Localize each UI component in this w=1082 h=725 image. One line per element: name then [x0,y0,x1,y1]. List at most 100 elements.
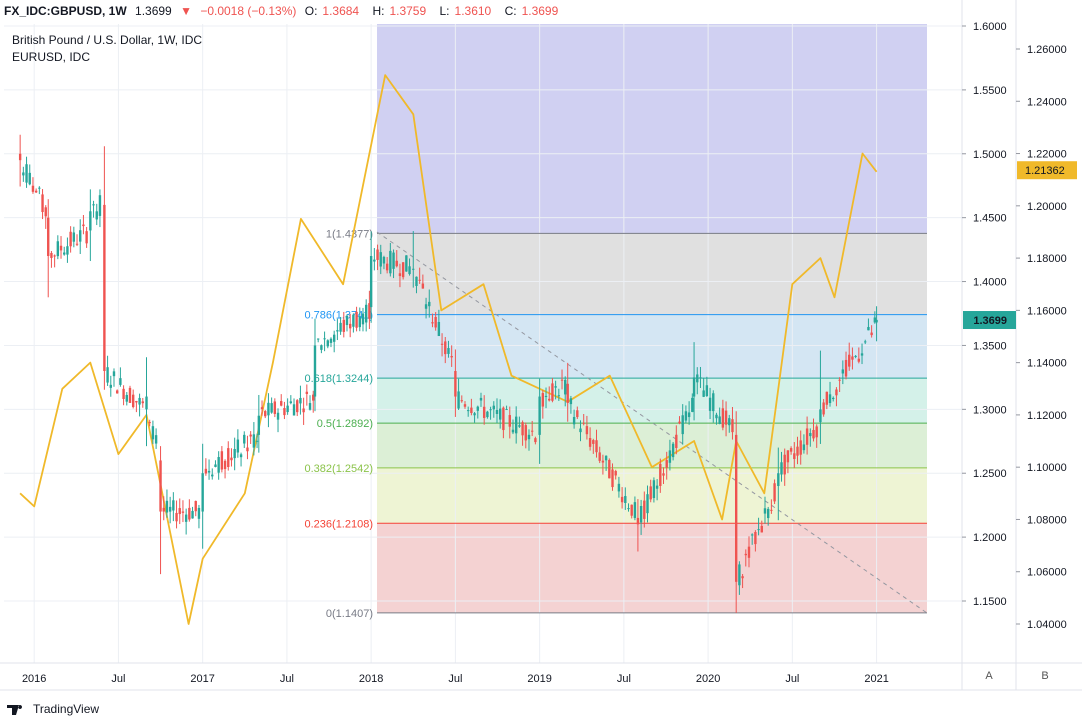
candle [106,355,109,386]
candle [819,350,822,444]
candle-body [844,359,848,377]
candle-body [544,395,548,398]
candle-body [145,396,148,410]
candle [276,408,280,433]
candle-body [662,473,665,476]
candle [264,409,267,419]
candle-body [691,397,694,412]
candle [715,412,718,425]
right-axis-label: 1.16000 [1027,305,1067,317]
open-label: O: [304,4,318,18]
candle [302,397,305,425]
candle [668,439,672,471]
last-price-badge-text: 1.3699 [973,315,1007,327]
candle-body [508,415,511,427]
candle [38,186,41,195]
candle-body [867,326,870,331]
candle-body [355,311,358,328]
candle [457,378,460,411]
candle [815,424,818,448]
candle-body [299,397,302,404]
candle-body [112,371,116,377]
candle [867,318,870,331]
candle-body [734,434,738,582]
candle-body [154,435,158,444]
candle-body [489,409,492,411]
candle [243,431,246,449]
candle-body [273,401,277,414]
candle-body [109,384,112,388]
candle-body [148,422,151,424]
tradingview-brand[interactable]: TradingView [33,702,100,716]
candle-body [875,319,878,323]
auto-scale-button[interactable]: A [985,670,993,682]
candle-body [773,483,776,502]
candle [495,398,499,424]
candle [172,492,175,522]
time-axis-label: Jul [448,673,462,685]
candle [848,342,851,371]
candle-body [339,322,342,332]
candle [270,397,273,414]
candle [750,533,754,545]
candle-body [604,455,608,461]
legend-main-series[interactable]: British Pound / U.S. Dollar, 1W, IDC [12,33,203,47]
candle-body [382,256,386,264]
candle-body [675,434,678,448]
candle-body [405,255,408,272]
symbol-label[interactable]: FX_IDC:GBPUSD, 1W [4,4,127,18]
candle [364,299,368,332]
candle [636,499,640,552]
candle [66,237,69,263]
candle-body [569,398,573,405]
candle [72,226,76,248]
low-label: L: [439,4,450,18]
tradingview-logo-icon [7,705,23,715]
candle [718,407,721,425]
candle-body [440,343,444,345]
candle [489,406,492,420]
candle-body [75,243,79,245]
candle [601,454,605,475]
candle-body [289,401,293,404]
candle-body [125,394,128,402]
candle [783,448,786,486]
candle [482,395,486,425]
candle [75,234,79,247]
fib-band [377,423,927,468]
left-axis-label: 1.3000 [973,404,1007,416]
scale-b-button[interactable]: B [1041,670,1049,682]
eurusd-price-badge-text: 1.21362 [1025,165,1065,177]
candle-body [305,391,309,394]
candle-body [708,397,712,411]
candle [611,463,614,491]
candle-body [671,443,675,458]
candle [579,420,582,442]
right-axis-label: 1.12000 [1027,410,1067,422]
candle-body [617,483,621,492]
candle-body [665,460,668,468]
candle-body [175,512,178,522]
candle-body [780,462,783,475]
candle [392,249,395,279]
candle-body [194,500,197,512]
fib-level-label: 0.5(1.2892) [317,418,373,430]
candle-body [437,321,441,337]
candle [754,530,757,552]
candle-body [538,396,541,435]
candle-body [236,439,240,453]
candle [508,406,511,439]
candle-body [592,440,595,444]
right-axis-label: 1.10000 [1027,462,1067,474]
candle-body [165,500,169,513]
candle [454,349,457,417]
candle-body [766,508,770,519]
candle [527,429,531,451]
candle [604,455,608,471]
candle [799,430,802,465]
candle [220,446,224,473]
candle-body [777,473,780,486]
legend-secondary-series[interactable]: EURUSD, IDC [12,50,91,64]
right-axis-label: 1.22000 [1027,149,1067,161]
